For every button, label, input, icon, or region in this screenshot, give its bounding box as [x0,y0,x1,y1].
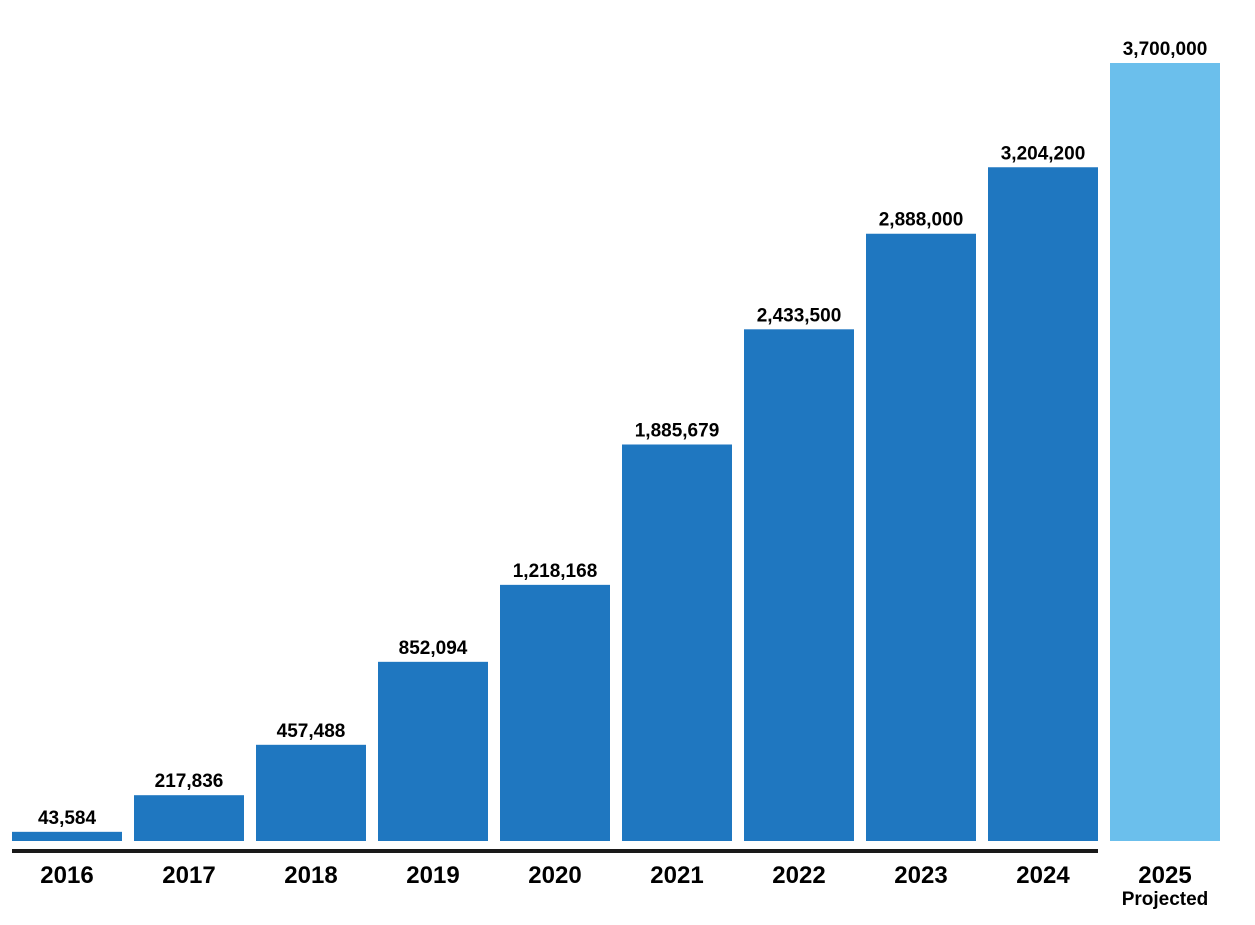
x-tick-label-2017: 2017 [162,862,215,889]
data-label-2016: 43,584 [38,808,97,829]
bar-2022 [744,329,854,841]
bar-2024 [988,167,1098,841]
bar-2020 [500,584,610,841]
data-label-2019: 852,094 [399,638,468,659]
x-tick-label-2025: 2025 [1138,862,1191,889]
bar-2025 [1110,63,1220,841]
bar-2021 [622,444,732,841]
x-tick-label-2021: 2021 [650,862,703,889]
data-label-2024: 3,204,200 [1001,143,1086,164]
data-label-2023: 2,888,000 [879,210,964,231]
x-tick-labels: 2016 2017 2018 2019 2020 2021 2022 2023 2024 2025… [40,862,1208,910]
bar-2018 [256,744,366,841]
x-tick-label-2019: 2019 [406,862,459,889]
bar-2017 [134,795,244,841]
data-label-2025: 3,700,000 [1123,39,1208,60]
bars-layer [12,63,1220,842]
data-label-2022: 2,433,500 [757,305,842,326]
x-tick-label-2018: 2018 [284,862,337,889]
data-labels-layer: 43,584 217,836 457,488 852,094 1,218,168 1,88… [38,39,1207,829]
bar-2023 [866,233,976,842]
x-tick-label-2020: 2020 [528,862,581,889]
data-label-2018: 457,488 [277,721,346,742]
x-tick-label-2023: 2023 [894,862,947,889]
data-label-2020: 1,218,168 [513,561,598,582]
x-tick-sublabel-2025: Projected [1122,889,1209,910]
x-tick-label-2016: 2016 [40,862,93,889]
data-label-2021: 1,885,679 [635,420,720,441]
x-tick-label-2022: 2022 [772,862,825,889]
data-label-2017: 217,836 [155,771,224,792]
x-tick-label-2024: 2024 [1016,862,1070,889]
bar-2016 [12,831,122,841]
bar-2019 [378,661,488,841]
